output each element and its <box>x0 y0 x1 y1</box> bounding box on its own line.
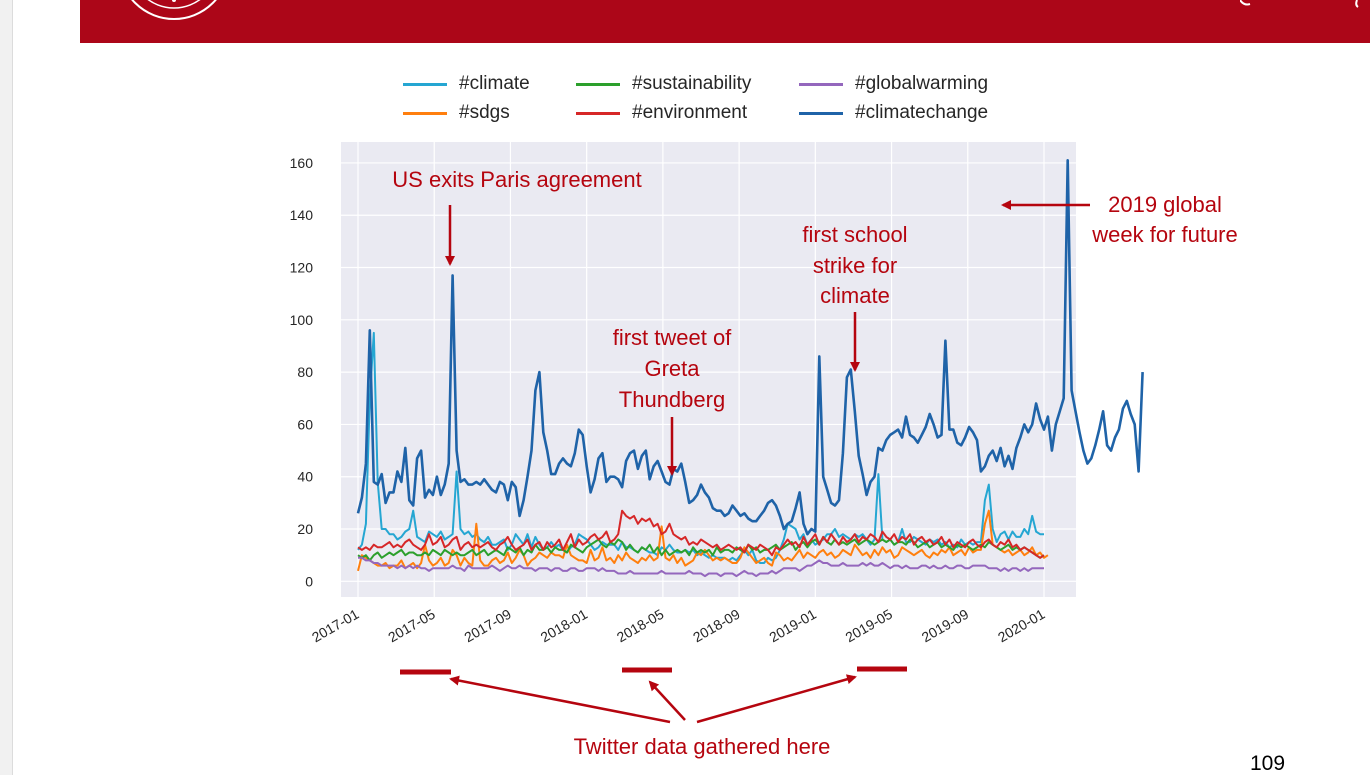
page-number: 109 <box>1250 752 1286 775</box>
y-tick-label: 40 <box>297 469 313 485</box>
y-tick-label: 60 <box>297 416 313 432</box>
series-line-environment <box>357 509 1045 559</box>
x-tick-label: 2019-05 <box>843 606 896 646</box>
legend-label: #sdgs <box>459 102 510 123</box>
x-tick-label: 2020-01 <box>995 606 1048 646</box>
legend-item-climate: #climate <box>403 72 530 96</box>
left-margin-strip <box>0 0 13 775</box>
legend-item-environment: #environment <box>576 101 747 125</box>
grid-lines <box>341 142 1076 597</box>
legend-swatch <box>799 111 843 115</box>
legend-swatch <box>403 111 447 115</box>
x-tick-label: 2018-01 <box>538 606 591 646</box>
series-line-climatechange <box>356 159 1144 536</box>
annotation-greta-line-2: Greta <box>644 356 700 381</box>
y-tick-label: 20 <box>297 521 313 537</box>
x-axis-ticks: 2017-01 2017-05 2017-09 2018-01 2018-05 2018-… <box>309 606 1048 646</box>
x-tick-label: 2017-01 <box>309 606 362 646</box>
y-tick-label: 0 <box>305 573 313 589</box>
series-line-globalwarming <box>358 556 1044 578</box>
annotation-greta-line-3: Thundberg <box>619 387 725 412</box>
legend-label: #climate <box>459 73 530 94</box>
legend-item-sdgs: #sdgs <box>403 101 510 125</box>
x-tick-label: 2019-01 <box>766 606 819 646</box>
legend-swatch <box>403 82 447 86</box>
annotation-global-week-line-2: week for future <box>1091 222 1238 247</box>
chart-legend: #climate #sustainability #globalwarming … <box>0 0 1370 130</box>
annotation-school-strike-line-1: first school <box>802 222 907 247</box>
annotation-school-strike-line-3: climate <box>820 283 890 308</box>
arrow-twitter-data-3 <box>696 674 857 724</box>
legend-label: #climatechange <box>855 102 989 123</box>
legend-label: #globalwarming <box>855 73 989 94</box>
legend-item-globalwarming: #globalwarming <box>799 72 988 96</box>
arrow-twitter-data-2 <box>648 680 686 721</box>
x-tick-label: 2017-05 <box>385 606 438 646</box>
y-tick-label: 140 <box>290 207 314 223</box>
y-tick-label: 120 <box>290 260 314 276</box>
y-tick-label: 100 <box>290 312 314 328</box>
x-tick-label: 2018-09 <box>690 606 743 646</box>
annotation-twitter-data: Twitter data gathered here <box>574 734 831 759</box>
header-corner-mark <box>1240 0 1359 8</box>
annotation-global-week-line-1: 2019 global <box>1108 192 1222 217</box>
arrow-twitter-data-1 <box>449 675 671 724</box>
y-tick-label: 160 <box>290 155 314 171</box>
legend-swatch <box>799 82 843 86</box>
x-tick-label: 2017-09 <box>461 606 514 646</box>
series-line-sustainability <box>357 535 1045 562</box>
legend-item-sustainability: #sustainability <box>576 72 751 96</box>
annotation-greta-line-1: first tweet of <box>613 325 732 350</box>
legend-item-climatechange: #climatechange <box>799 101 988 125</box>
annotation-us-exits-paris: US exits Paris agreement <box>392 167 641 192</box>
series-lines <box>356 159 1144 578</box>
annotation-school-strike-line-2: strike for <box>813 253 897 278</box>
legend-swatch <box>576 111 620 115</box>
y-axis-ticks: 0 20 40 60 80 100 120 140 160 <box>290 155 314 589</box>
header-band <box>80 0 1370 43</box>
x-tick-label: 2018-05 <box>614 606 667 646</box>
series-line-sdgs <box>357 509 1049 572</box>
legend-label: #sustainability <box>632 73 752 94</box>
plot-area <box>341 142 1076 597</box>
y-tick-label: 80 <box>297 364 313 380</box>
x-tick-label: 2019-09 <box>919 606 972 646</box>
university-seal-logo <box>131 0 217 20</box>
legend-label: #environment <box>632 102 748 123</box>
legend-swatch <box>576 82 620 86</box>
